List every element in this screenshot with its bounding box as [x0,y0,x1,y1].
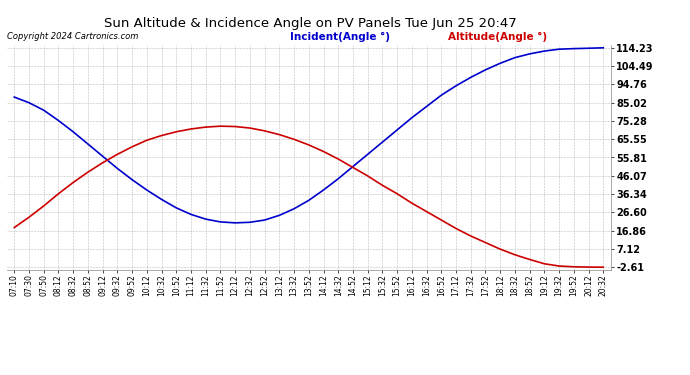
Text: Altitude(Angle °): Altitude(Angle °) [448,32,548,42]
Text: Copyright 2024 Cartronics.com: Copyright 2024 Cartronics.com [7,32,138,41]
Text: Incident(Angle °): Incident(Angle °) [290,32,390,42]
Text: Sun Altitude & Incidence Angle on PV Panels Tue Jun 25 20:47: Sun Altitude & Incidence Angle on PV Pan… [104,17,517,30]
